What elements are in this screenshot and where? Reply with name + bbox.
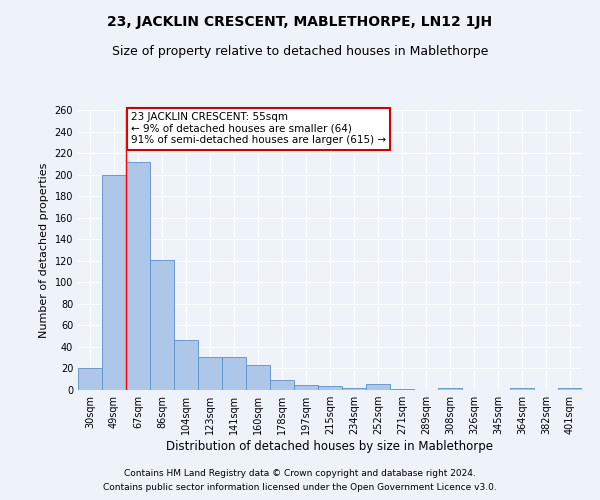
Bar (174, 340, 198, 390)
Text: 23 JACKLIN CRESCENT: 55sqm
← 9% of detached houses are smaller (64)
91% of semi-: 23 JACKLIN CRESCENT: 55sqm ← 9% of detac… (131, 112, 386, 146)
Bar (102, 174, 126, 390)
Bar (342, 388, 366, 390)
Bar (510, 388, 534, 390)
Text: Contains HM Land Registry data © Crown copyright and database right 2024.: Contains HM Land Registry data © Crown c… (124, 468, 476, 477)
Bar (150, 260, 174, 390)
Text: Size of property relative to detached houses in Mablethorpe: Size of property relative to detached ho… (112, 45, 488, 58)
X-axis label: Distribution of detached houses by size in Mablethorpe: Distribution of detached houses by size … (167, 440, 493, 453)
Bar (294, 384, 318, 390)
Bar (246, 365, 270, 390)
Bar (78, 368, 102, 390)
Bar (390, 389, 414, 390)
Text: 23, JACKLIN CRESCENT, MABLETHORPE, LN12 1JH: 23, JACKLIN CRESCENT, MABLETHORPE, LN12 … (107, 15, 493, 29)
Bar (318, 386, 342, 390)
Bar (558, 388, 582, 390)
Y-axis label: Number of detached properties: Number of detached properties (39, 162, 49, 338)
Bar (222, 356, 246, 390)
Bar (270, 380, 294, 390)
Bar (438, 388, 462, 390)
Bar (198, 356, 222, 390)
Bar (366, 384, 390, 390)
Text: Contains public sector information licensed under the Open Government Licence v3: Contains public sector information licen… (103, 484, 497, 492)
Bar (126, 162, 150, 390)
